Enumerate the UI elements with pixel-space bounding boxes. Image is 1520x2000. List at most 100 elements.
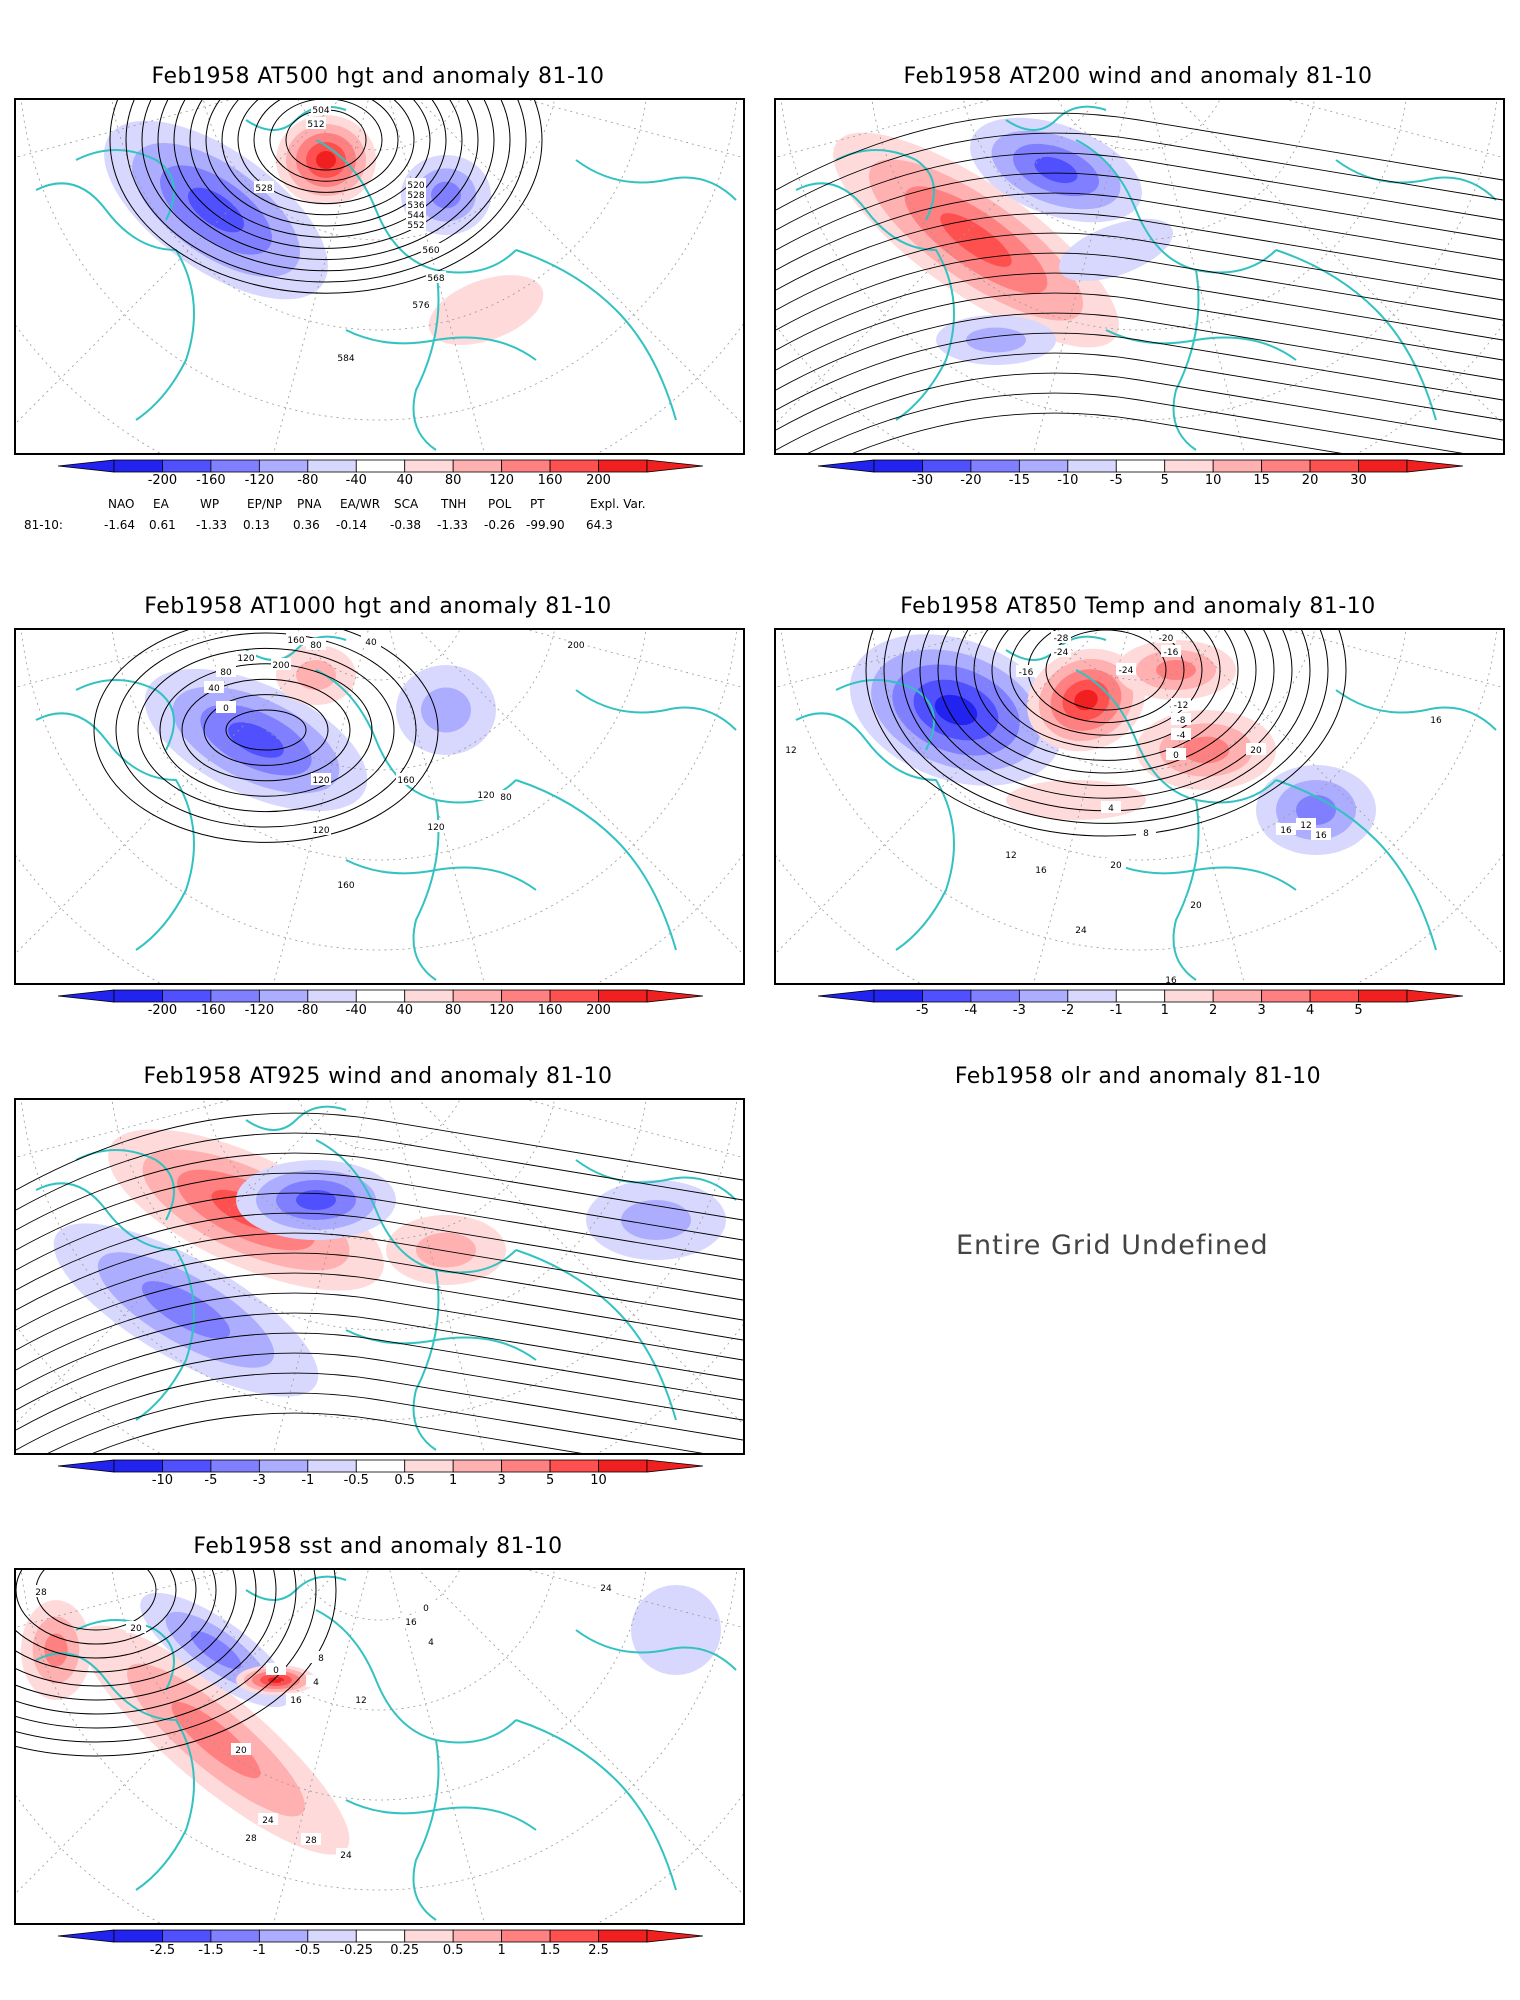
coastline	[1275, 779, 1437, 951]
contour-line	[865, 630, 1347, 837]
coastline	[412, 1269, 440, 1451]
colorbar-arrow-left	[57, 459, 115, 473]
contour-label-bg	[1311, 828, 1331, 840]
contour-label-bg	[401, 1615, 421, 1627]
coastline	[835, 149, 935, 221]
contour-label-bg	[361, 635, 381, 647]
colorbar-tick-label: -80	[297, 1003, 319, 1018]
coastline	[75, 1149, 175, 1221]
contour-label: -8	[1177, 716, 1186, 726]
contour-line	[16, 1570, 317, 1743]
contour-label-bg	[1051, 645, 1071, 657]
colorbar-swatch	[922, 459, 972, 473]
coastline	[315, 1609, 517, 1744]
streamline	[776, 152, 1503, 231]
coastline	[75, 149, 175, 221]
tele-value: 0.36	[293, 518, 320, 532]
tele-header: POL	[488, 497, 512, 511]
anomaly-positive	[1182, 736, 1230, 764]
colorbar-tick-label: -1.5	[198, 1943, 224, 1958]
coastline	[575, 1629, 737, 1671]
streamline	[776, 192, 1503, 271]
colorbar-tick-label: -200	[147, 473, 178, 488]
contour-line	[159, 663, 373, 797]
coastline	[1172, 799, 1200, 981]
contour-label-bg	[426, 271, 446, 283]
contour-label-bg	[271, 658, 291, 670]
colorbar-swatch	[404, 1929, 454, 1943]
contour-label: 120	[427, 823, 444, 833]
coastline	[515, 779, 677, 951]
colorbar-tick-label: 5	[1160, 473, 1169, 488]
contour-line	[16, 1570, 257, 1701]
contour-label-bg	[416, 1601, 436, 1613]
colorbar-swatch	[1212, 459, 1263, 473]
colorbar-swatches	[57, 989, 704, 1003]
contour-label: 20	[235, 1746, 247, 1756]
coastline	[1005, 105, 1107, 131]
colorbar-swatch	[598, 989, 648, 1003]
colorbar-tick-label: -0.5	[343, 1473, 369, 1488]
contour-label: 40	[365, 638, 377, 648]
meridian-line	[1178, 630, 1503, 955]
streamline	[16, 1252, 743, 1331]
colorbar-swatch	[355, 989, 406, 1003]
colorbar-swatch	[307, 1929, 357, 1943]
contour-label: 576	[412, 301, 429, 311]
colorbar-at850: -5 -4 -3 -2 -1 1 2 3 4 5	[817, 988, 1464, 1028]
contour-label: 536	[407, 201, 424, 211]
colorbar-tick-label: 10	[590, 1473, 607, 1488]
contour-line	[16, 1570, 197, 1659]
meridian-line	[418, 630, 743, 955]
contour-label-bg	[1031, 863, 1051, 875]
colorbar-swatch	[258, 989, 309, 1003]
colorbar-arrow-left	[57, 1929, 115, 1943]
contour-label-bg	[311, 103, 331, 115]
tele-header: EA	[153, 497, 169, 511]
colorbar-tick-label: 30	[1350, 473, 1367, 488]
meridian-line	[1286, 100, 1503, 158]
contour-label-bg	[596, 1581, 616, 1593]
anomaly-positive	[1074, 689, 1098, 711]
contour-label-bg	[396, 773, 416, 785]
contour-label-bg	[1161, 973, 1181, 983]
contour-label: 120	[312, 826, 329, 836]
colorbar-tick-label: -5	[204, 1473, 218, 1488]
colorbar-swatch	[113, 459, 163, 473]
latitude-circle	[203, 630, 555, 771]
coastline	[795, 182, 955, 421]
tele-header: EP/NP	[247, 497, 283, 511]
contour-line	[16, 1570, 337, 1757]
coastline	[515, 249, 677, 421]
coastline	[245, 635, 347, 661]
colorbar-swatch	[549, 459, 599, 473]
coastline	[315, 139, 517, 274]
anomaly-negative	[621, 1200, 691, 1240]
colorbar-swatch	[501, 989, 551, 1003]
colorbar-swatch	[210, 1459, 260, 1473]
contour-label-bg	[426, 820, 446, 832]
contour-line	[189, 100, 463, 238]
contour-label: 80	[220, 668, 232, 678]
contour-label-bg	[421, 1635, 441, 1647]
contour-label: 12	[355, 1696, 366, 1706]
colorbar-swatch	[1164, 459, 1214, 473]
colorbar-tick-label: 120	[489, 473, 515, 488]
streamline	[776, 112, 1503, 191]
contour-label-bg	[476, 788, 496, 800]
colorbar-at925: -10 -5 -3 -1 -0.5 0.5 1 3 5 10	[57, 1458, 704, 1498]
contour-label-bg	[216, 665, 236, 677]
contour-label-bg	[301, 1833, 321, 1845]
contour-label-bg	[406, 188, 426, 200]
colorbar-tick-label: -4	[964, 1003, 978, 1018]
colorbar-swatch	[404, 459, 454, 473]
contour-label-bg	[286, 633, 306, 645]
colorbar-tick-label: 3	[497, 1473, 506, 1488]
colorbar-arrow-right	[646, 989, 704, 1003]
anomaly-positive	[1156, 660, 1196, 680]
contour-line	[991, 630, 1221, 749]
contour-label: 0	[223, 704, 229, 714]
colorbar-at1000: -200 -160 -120 -80 -40 40 80 120 160 200	[57, 988, 704, 1028]
meridian-line	[1178, 100, 1503, 425]
colorbar-swatch	[598, 459, 648, 473]
